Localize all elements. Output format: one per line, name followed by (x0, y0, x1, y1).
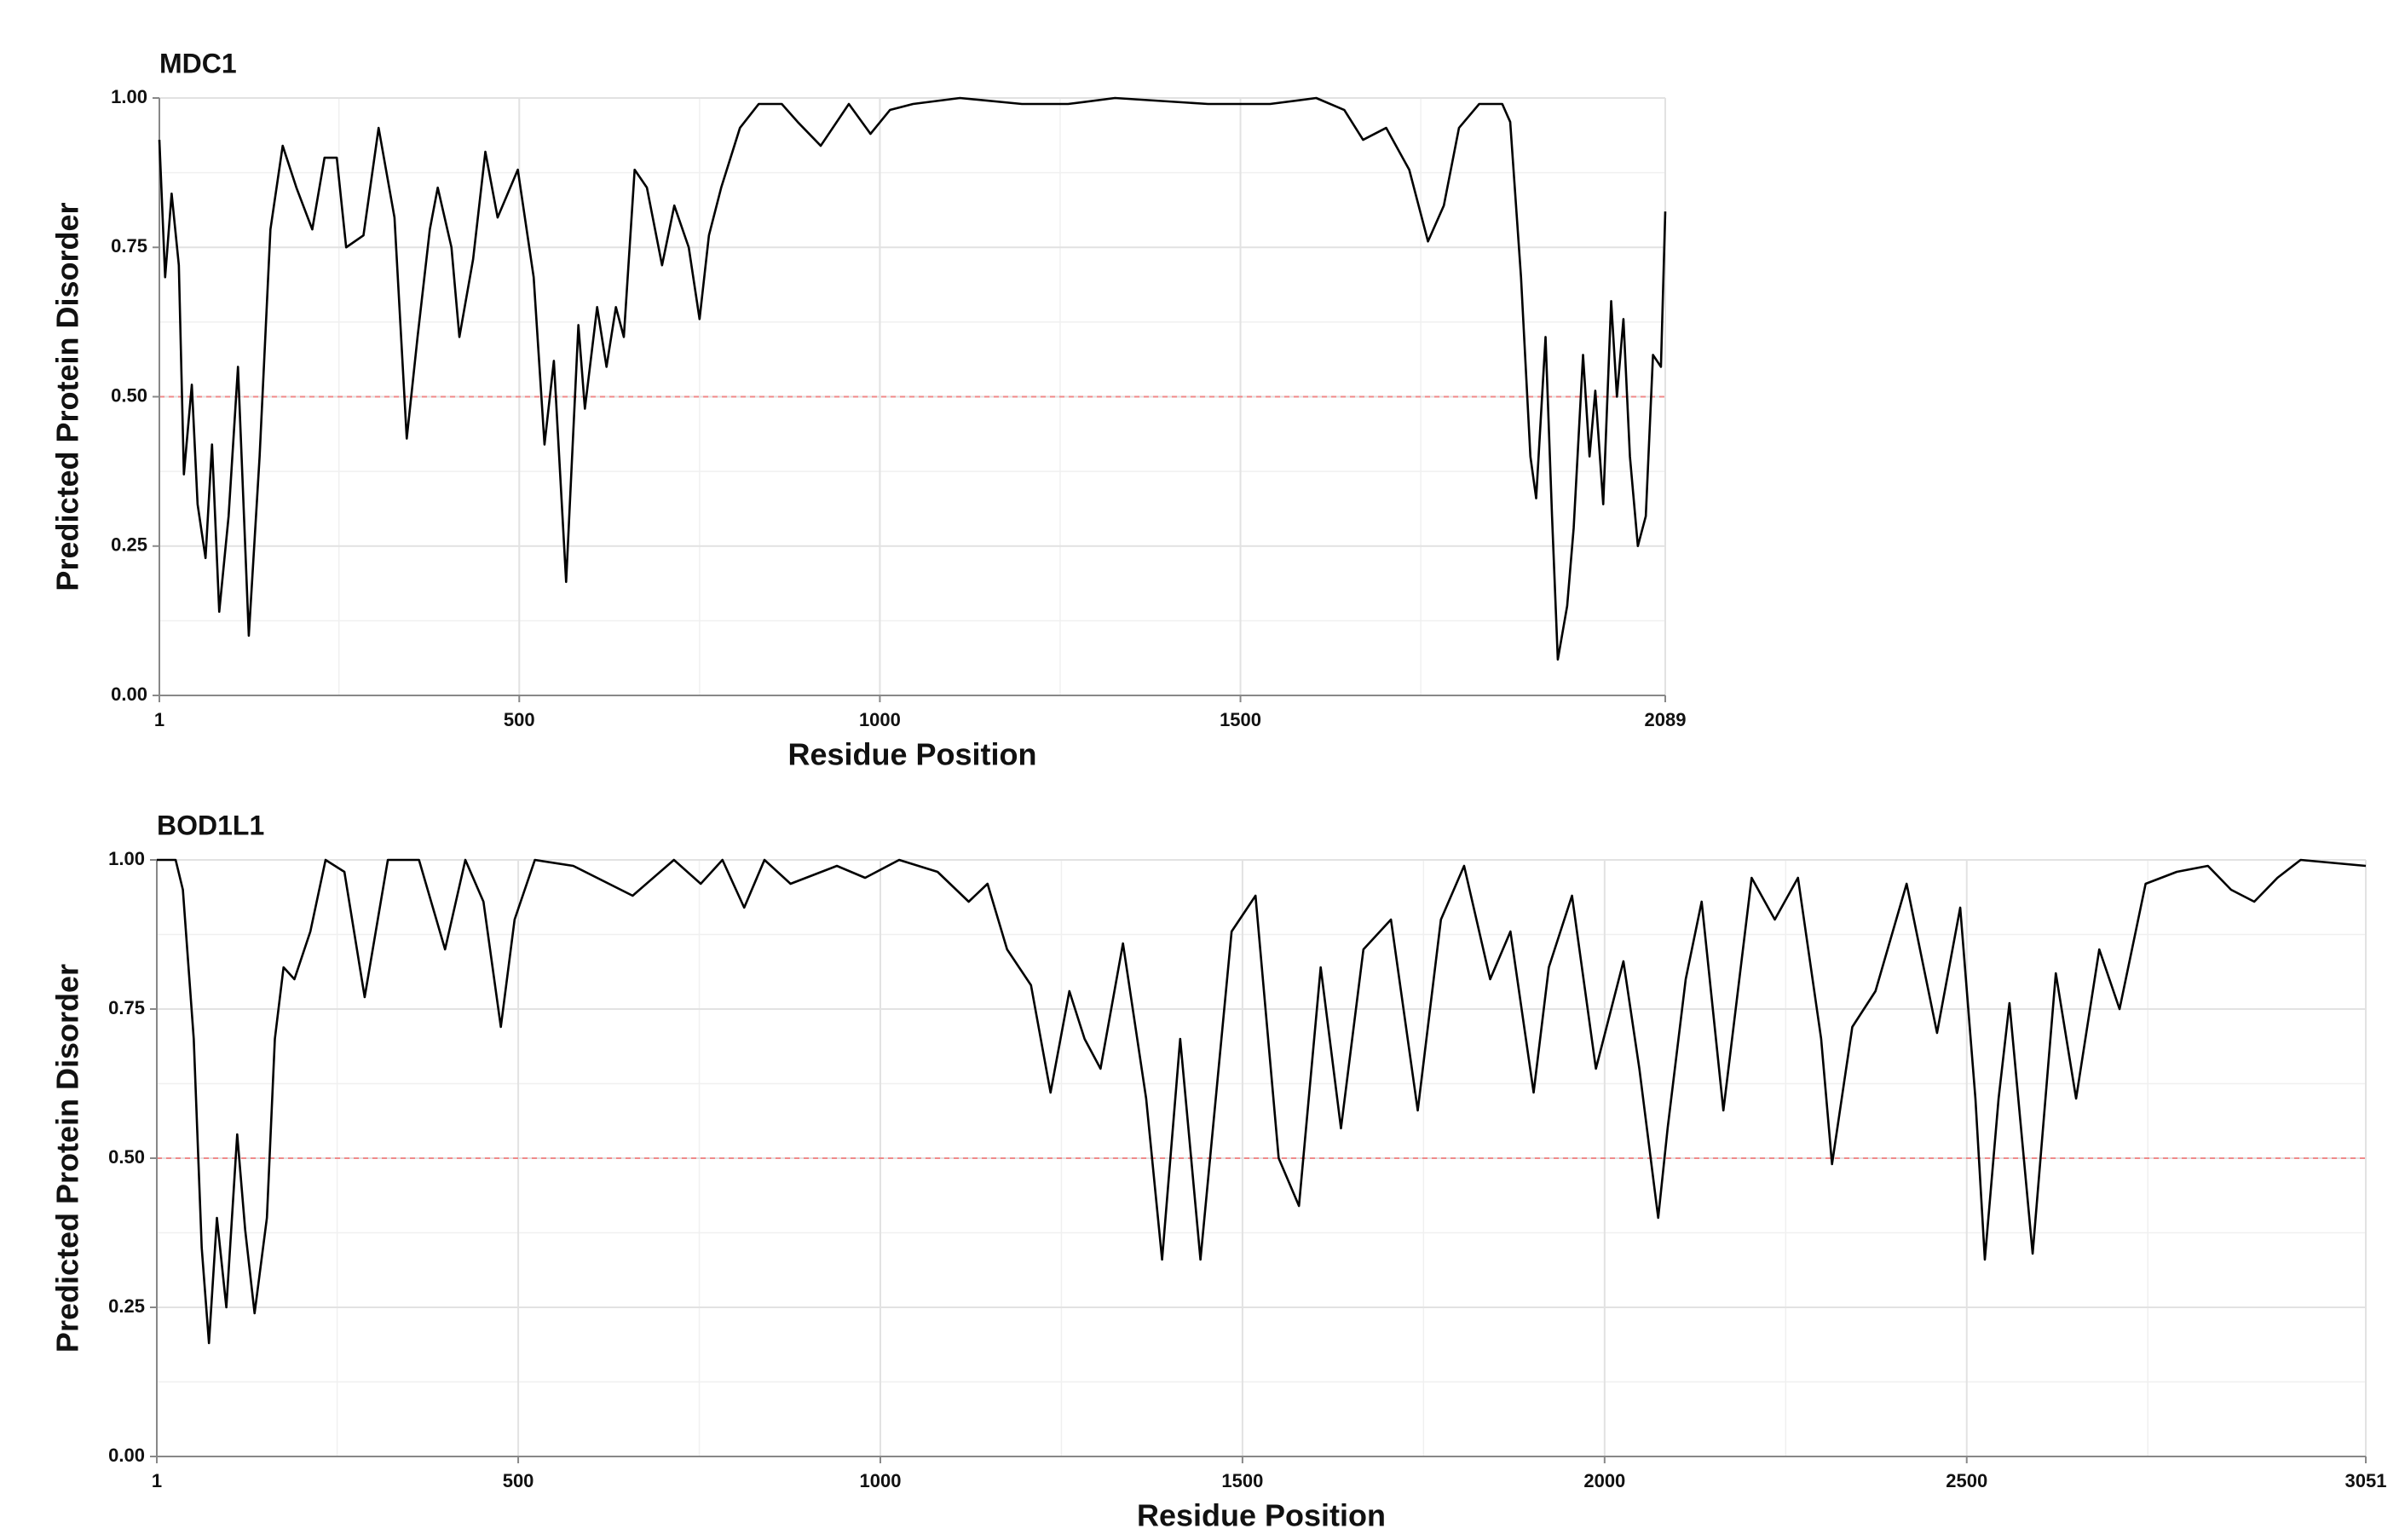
y-tick-label: 0.25 (108, 1295, 145, 1317)
y-axis-label: Predicted Protein Disorder (50, 964, 85, 1353)
disorder-line (158, 96, 1667, 661)
x-tick-label: 1000 (859, 709, 901, 730)
y-tick-label: 0.75 (111, 235, 147, 257)
y-tick-label: 1.00 (111, 86, 147, 107)
y-tick-label: 0.00 (111, 683, 147, 705)
panel: 0.000.250.500.751.001 500 1000 1500 2089MDC1… (50, 48, 1687, 771)
x-axis-label: Residue Position (787, 737, 1036, 772)
y-tick-label: 1.00 (108, 848, 145, 869)
y-tick-label: 0.25 (111, 534, 147, 556)
disorder-line (157, 858, 2367, 1345)
x-tick-label: 500 (504, 709, 535, 730)
y-tick-label: 0.00 (108, 1445, 145, 1466)
x-tick-label: 1000 (860, 1470, 902, 1491)
x-tick-label: 1500 (1221, 1470, 1263, 1491)
x-tick-label: 1500 (1220, 709, 1261, 730)
y-tick-label: 0.75 (108, 997, 145, 1018)
x-tick-label: 1 (154, 709, 164, 730)
x-axis-label: Residue Position (1137, 1498, 1386, 1533)
chart-title: BOD1L1 (157, 810, 264, 840)
y-axis-label: Predicted Protein Disorder (50, 202, 85, 591)
x-tick-label: 500 (503, 1470, 534, 1491)
panel: 0.000.250.500.751.001 500 1000 1500 2000 2500… (50, 810, 2387, 1532)
x-tick-label: 2089 (1645, 709, 1687, 730)
y-tick-label: 0.50 (108, 1146, 145, 1168)
x-tick-label: 1 (152, 1470, 162, 1491)
chart-title: MDC1 (159, 48, 237, 78)
x-tick-label: 2000 (1583, 1470, 1625, 1491)
y-tick-label: 0.50 (111, 384, 147, 406)
x-tick-label: 2500 (1946, 1470, 1987, 1491)
x-tick-label: 3051 (2345, 1470, 2387, 1491)
